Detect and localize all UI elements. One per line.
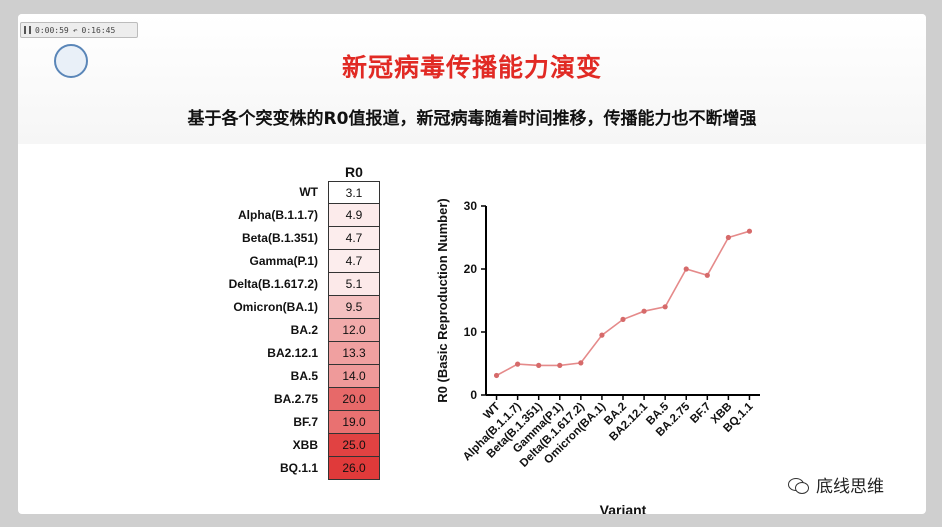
heatmap-row: XBB 25.0	[218, 434, 388, 457]
elapsed-time: 0:00:59	[35, 25, 69, 35]
heatmap-cell: 3.1	[328, 181, 380, 204]
heatmap-row-label: WT	[299, 185, 318, 199]
data-point	[557, 362, 563, 368]
presentation-slide: 新冠病毒传播能力演变 基于各个突变株的R0值报道，新冠病毒随着时间推移，传播能力…	[18, 14, 926, 514]
heatmap-cell: 4.7	[328, 250, 380, 273]
heatmap-row: Alpha(B.1.1.7) 4.9	[218, 204, 388, 227]
heatmap-row: Omicron(BA.1) 9.5	[218, 296, 388, 319]
data-point	[725, 234, 731, 241]
heatmap-row-label: BA.5	[290, 369, 318, 383]
data-point	[746, 228, 753, 234]
x-axis-title: Variant	[600, 502, 647, 514]
series-line	[496, 230, 750, 377]
data-point	[493, 372, 500, 379]
heatmap-cell: 25.0	[328, 434, 380, 457]
data-point	[641, 308, 647, 314]
heatmap-row: BQ.1.1 26.0	[218, 457, 388, 480]
watermark: 底线思维	[788, 472, 884, 497]
heatmap-row: WT 3.1	[218, 181, 388, 204]
heatmap-cell: 13.3	[328, 342, 380, 365]
heatmap-cell: 14.0	[328, 365, 380, 388]
y-axis-title: R0 (Basic Reproduction Number)	[435, 198, 450, 402]
y-tick-label: 0	[470, 388, 477, 402]
data-point	[578, 360, 584, 366]
r0-line-chart: 0102030WTAlpha(B.1.1.7)Beta(B.1.351)Gamm…	[435, 198, 760, 514]
heatmap-row-label: Gamma(P.1)	[249, 254, 318, 268]
heatmap-row-label: BA.2	[290, 323, 318, 337]
heatmap-row-label: XBB	[292, 438, 318, 452]
data-point	[536, 362, 542, 368]
x-tick-label: BF.7	[688, 401, 713, 426]
heatmap-row-label: BF.7	[293, 415, 318, 429]
slide-subtitle: 基于各个突变株的R0值报道，新冠病毒随着时间推移，传播能力也不断增强	[187, 109, 757, 129]
university-logo	[54, 44, 88, 78]
heatmap-row: BF.7 19.0	[218, 411, 388, 434]
heatmap-row-label: BA2.12.1	[267, 346, 318, 360]
heatmap-cell: 26.0	[328, 457, 380, 480]
data-point	[704, 272, 710, 278]
slide-header	[18, 14, 926, 144]
wechat-icon	[788, 476, 810, 494]
heatmap-row-label: BQ.1.1	[279, 461, 318, 475]
heatmap-cell: 4.7	[328, 227, 380, 250]
total-time: 0:16:45	[81, 25, 116, 35]
heatmap-cell: 5.1	[328, 273, 380, 296]
heatmap-row-label: Beta(B.1.351)	[241, 231, 318, 245]
heatmap-row: BA.2.75 20.0	[218, 388, 388, 411]
data-point	[662, 304, 668, 310]
heatmap-cell: 12.0	[328, 319, 380, 342]
heatmap-cell: 9.5	[328, 296, 380, 319]
y-tick-label: 10	[464, 325, 478, 339]
heatmap-row: Delta(B.1.617.2) 5.1	[218, 273, 388, 296]
heatmap-row: Gamma(P.1) 4.7	[218, 250, 388, 273]
heatmap-row-label: Alpha(B.1.1.7)	[237, 208, 318, 222]
video-player-bar[interactable]: 0:00:59 ↶ 0:16:45	[20, 22, 138, 38]
pause-icon[interactable]	[24, 26, 31, 34]
heatmap-cell: 19.0	[328, 411, 380, 434]
heatmap-row: BA2.12.1 13.3	[218, 342, 388, 365]
heatmap-row: Beta(B.1.351) 4.7	[218, 227, 388, 250]
heatmap-row-label: BA.2.75	[273, 392, 318, 406]
heatmap-row: BA.5 14.0	[218, 365, 388, 388]
y-tick-label: 30	[464, 199, 478, 213]
heatmap-row: BA.2 12.0	[218, 319, 388, 342]
y-tick-label: 20	[464, 262, 478, 276]
watermark-text: 底线思维	[816, 477, 884, 497]
heatmap-cell: 4.9	[328, 204, 380, 227]
r0-heatmap-table: WT 3.1 Alpha(B.1.1.7) 4.9 Beta(B.1.351) 4.7 Ga…	[218, 181, 388, 480]
heatmap-row-label: Delta(B.1.617.2)	[228, 277, 318, 291]
data-point	[599, 332, 605, 338]
data-point	[683, 266, 689, 272]
data-point	[515, 361, 521, 367]
slide-title: 新冠病毒传播能力演变	[341, 53, 602, 82]
heatmap-cell: 20.0	[328, 388, 380, 411]
data-point	[620, 316, 626, 322]
heatmap-header: R0	[345, 164, 363, 180]
heatmap-row-label: Omicron(BA.1)	[233, 300, 318, 314]
replay-icon[interactable]: ↶	[72, 25, 78, 35]
